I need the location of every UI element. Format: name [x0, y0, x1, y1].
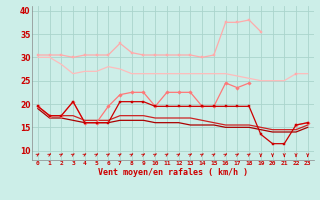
- X-axis label: Vent moyen/en rafales ( km/h ): Vent moyen/en rafales ( km/h ): [98, 168, 248, 177]
